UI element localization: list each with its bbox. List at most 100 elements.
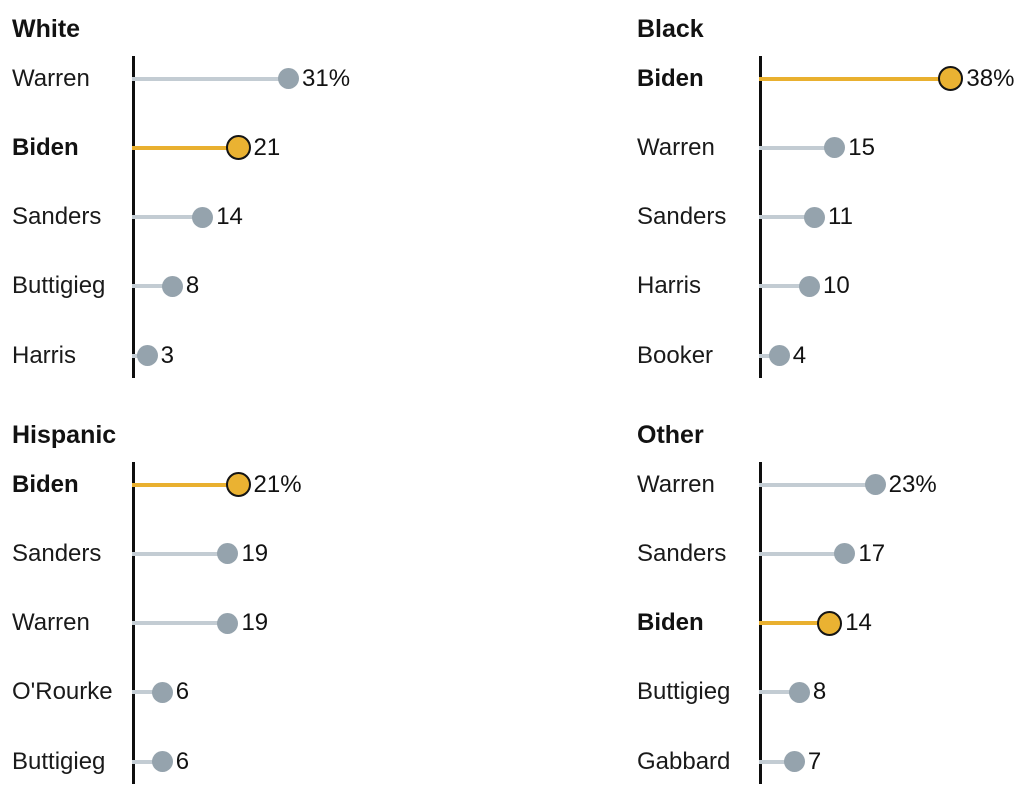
lollipop-line xyxy=(759,215,815,219)
chart-row: Harris 3 xyxy=(12,339,416,373)
lollipop-line xyxy=(132,482,239,487)
value-label: 14 xyxy=(216,203,243,230)
candidate-label: Sanders xyxy=(12,539,102,567)
lollipop-dot xyxy=(161,275,183,297)
chart-row: Booker 4 xyxy=(637,339,1036,373)
value-label: 21 xyxy=(253,133,281,161)
value-label: 10 xyxy=(823,272,850,300)
lollipop-line xyxy=(759,551,845,556)
panel-title: White xyxy=(12,15,81,43)
lollipop-dot xyxy=(136,345,158,366)
lollipop-line xyxy=(759,621,830,625)
chart-row: Warren 15 xyxy=(637,131,1036,165)
value-label: 31% xyxy=(302,64,351,92)
value-label: 4 xyxy=(792,341,807,369)
panel-title: Hispanic xyxy=(12,421,117,449)
value-label: 8 xyxy=(812,678,827,706)
lollipop-dot xyxy=(217,543,239,565)
lollipop-line xyxy=(132,759,163,764)
value-label: 3 xyxy=(160,341,174,369)
value-label: 7 xyxy=(807,747,822,775)
panel-hispanic: Hispanic Biden 21% Sanders 19 Warren 19 … xyxy=(12,420,416,789)
lollipop-dot xyxy=(151,751,173,772)
chart-row: Biden 21% xyxy=(12,468,416,502)
chart-row: Harris 10 xyxy=(637,269,1036,303)
lollipop-line xyxy=(759,690,800,695)
candidate-label: Warren xyxy=(12,609,90,636)
candidate-label: Biden xyxy=(637,609,704,636)
chart-row: Biden 38% xyxy=(637,62,1036,96)
lollipop-dot xyxy=(834,543,856,565)
lollipop-line xyxy=(759,145,835,150)
candidate-label: Buttigieg xyxy=(12,747,106,775)
candidate-label: Sanders xyxy=(637,539,727,567)
lollipop-dot xyxy=(804,206,826,228)
candidate-label: O'Rourke xyxy=(12,678,113,706)
lollipop-dot xyxy=(225,135,251,161)
value-label: 11 xyxy=(828,203,853,230)
lollipop-line xyxy=(132,145,239,150)
value-label: 14 xyxy=(845,609,872,636)
candidate-label: Buttigieg xyxy=(12,272,106,300)
candidate-label: Biden xyxy=(12,133,79,161)
lollipop-line xyxy=(132,76,289,81)
candidate-label: Buttigieg xyxy=(637,678,731,706)
chart-row: Buttigieg 8 xyxy=(637,675,1036,709)
lollipop-dot xyxy=(824,137,846,159)
lollipop-line xyxy=(759,482,876,487)
chart-row: Gabbard 7 xyxy=(637,745,1036,779)
lollipop-dot xyxy=(278,68,300,89)
panel-white: White Warren 31% Biden 21 Sanders 14 But… xyxy=(12,14,416,389)
candidate-label: Warren xyxy=(12,64,90,92)
chart-row: Buttigieg 8 xyxy=(12,269,416,303)
candidate-label: Sanders xyxy=(12,203,102,230)
candidate-label: Biden xyxy=(637,64,704,92)
chart-row: Sanders 14 xyxy=(12,200,416,234)
chart-row: Warren 23% xyxy=(637,468,1036,502)
chart-row: Biden 14 xyxy=(637,606,1036,640)
chart-row: Warren 19 xyxy=(12,606,416,640)
lollipop-line xyxy=(759,284,810,289)
value-label: 15 xyxy=(848,133,875,161)
lollipop-dot xyxy=(864,474,886,495)
candidate-label: Gabbard xyxy=(637,747,731,775)
panel-title: Other xyxy=(637,421,704,449)
candidate-label: Warren xyxy=(637,470,715,498)
lollipop-line xyxy=(132,215,203,219)
lollipop-dot xyxy=(768,345,790,366)
value-label: 21% xyxy=(253,470,302,498)
candidate-label: Harris xyxy=(12,341,76,369)
chart-row: Biden 21 xyxy=(12,131,416,165)
lollipop-line xyxy=(759,759,795,764)
panel-black: Black Biden 38% Warren 15 Sanders 11 Har… xyxy=(637,14,1036,389)
chart-row: Sanders 17 xyxy=(637,537,1036,571)
value-label: 38% xyxy=(966,64,1015,92)
value-label: 19 xyxy=(241,609,269,636)
candidate-label: Sanders xyxy=(637,203,727,230)
value-label: 17 xyxy=(858,539,886,567)
chart-row: Sanders 19 xyxy=(12,537,416,571)
panel-other: Other Warren 23% Sanders 17 Biden 14 But… xyxy=(637,420,1036,789)
lollipop-line xyxy=(132,551,228,556)
lollipop-dot xyxy=(788,681,810,703)
candidate-label: Booker xyxy=(637,341,714,369)
lollipop-line xyxy=(132,690,163,695)
value-label: 6 xyxy=(175,747,190,775)
chart-row: O'Rourke 6 xyxy=(12,675,416,709)
lollipop-line xyxy=(132,284,173,289)
chart-row: Buttigieg 6 xyxy=(12,745,416,779)
chart-row: Warren 31% xyxy=(12,62,416,96)
candidate-label: Biden xyxy=(12,470,79,498)
value-label: 19 xyxy=(241,539,269,567)
lollipop-dot xyxy=(799,275,820,297)
lollipop-line xyxy=(759,76,951,81)
candidate-label: Harris xyxy=(637,272,701,300)
lollipop-dot xyxy=(817,610,843,636)
lollipop-dot xyxy=(192,206,214,228)
lollipop-line xyxy=(132,621,228,625)
value-label: 23% xyxy=(888,470,937,498)
value-label: 8 xyxy=(185,272,200,300)
lollipop-dot xyxy=(783,751,805,772)
lollipop-dot xyxy=(225,472,251,497)
